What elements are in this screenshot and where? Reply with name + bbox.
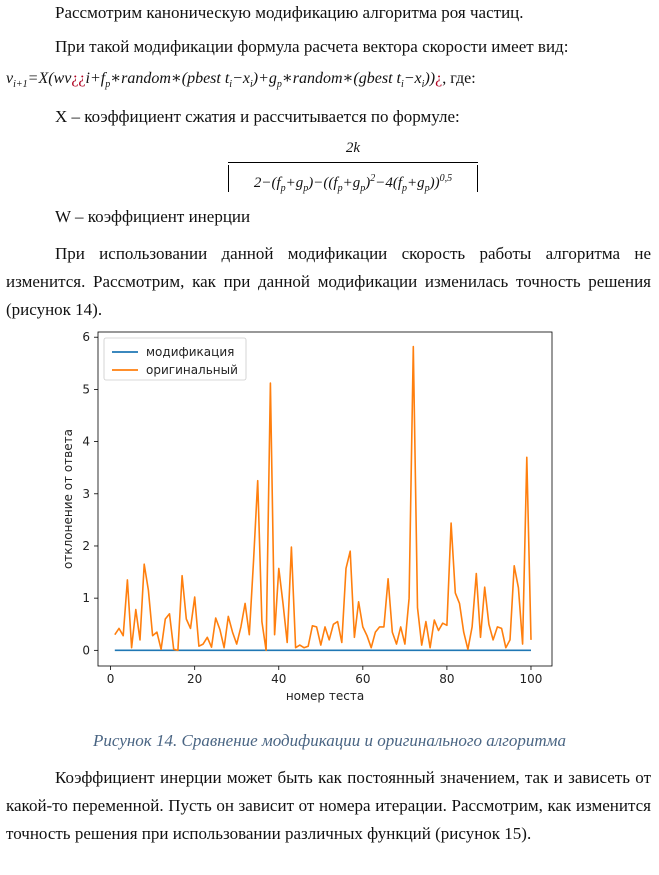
y-tick-label: 2	[82, 539, 90, 553]
y-tick-label: 0	[82, 643, 90, 657]
comparison-line-chart: 0 20 40 60 80 100 0 1 2 3 4 5 6 номер теста отклонение…	[61, 330, 553, 703]
legend-label-0: модификация	[146, 345, 234, 359]
series-line-1	[114, 345, 532, 652]
y-axis-label: отклонение от ответа	[61, 429, 75, 569]
y-tick-label: 6	[82, 330, 90, 344]
x-tick-label: 80	[439, 672, 454, 686]
x-tick-label: 40	[271, 672, 286, 686]
fraction-numerator: 2k	[345, 140, 361, 156]
paragraph-inertia-function: Коэффициент инерции может быть как посто…	[6, 768, 651, 843]
y-tick-label: 1	[82, 591, 90, 605]
x-tick-label: 60	[355, 672, 370, 686]
y-tick-label: 4	[82, 435, 90, 449]
fraction-bar	[228, 162, 478, 163]
plot-frame	[97, 331, 553, 667]
paragraph-speed: При использовании данной модификации ско…	[6, 244, 651, 319]
legend-label-1: оригинальный	[146, 363, 238, 377]
x-tick-label: 0	[107, 672, 115, 686]
fraction-denominator: 2−(fp+gp)−((fp+gp)2−4(fp+gp))0,5	[228, 165, 478, 194]
legend-box	[103, 337, 247, 381]
compression-fraction: 2k 2−(fp+gp)−((fp+gp)2−4(fp+gp))0,5	[228, 138, 478, 194]
paragraph-formula-intro: При такой модификации формула расчета ве…	[55, 37, 569, 56]
figure-caption: Рисунок 14. Сравнение модификации и ориг…	[93, 731, 566, 750]
paragraph-compression-coef: X – коэффициент сжатия и рассчитывается …	[55, 107, 460, 126]
velocity-formula: vi+1=X(wv¿¿i+fp∗random∗(pbest ti−xi)+gp∗…	[6, 70, 476, 91]
y-tick-label: 3	[82, 487, 90, 501]
paragraph-intro: Рассмотрим каноническую модификацию алго…	[55, 3, 524, 22]
paragraph-inertia: W – коэффициент инерции	[55, 207, 251, 226]
x-tick-label: 100	[520, 672, 543, 686]
y-tick-label: 5	[82, 382, 90, 396]
x-tick-label: 20	[187, 672, 202, 686]
x-axis-label: номер теста	[286, 689, 364, 703]
